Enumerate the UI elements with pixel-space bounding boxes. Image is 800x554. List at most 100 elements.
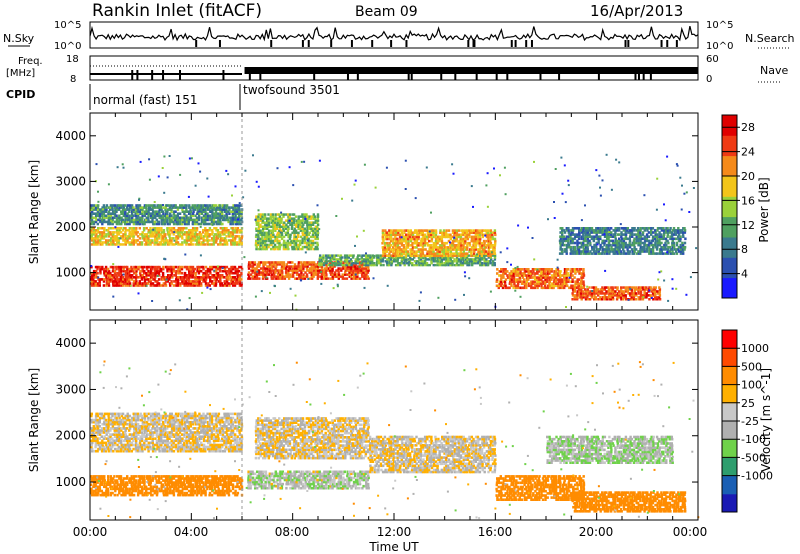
data-cell bbox=[438, 239, 441, 243]
data-cell bbox=[111, 280, 115, 283]
data-cell bbox=[103, 241, 107, 244]
data-cell bbox=[208, 222, 211, 226]
data-cell bbox=[563, 284, 567, 288]
data-cell bbox=[187, 278, 191, 281]
data-cell bbox=[175, 237, 178, 240]
data-cell bbox=[514, 284, 518, 288]
data-cell bbox=[525, 274, 528, 277]
data-cell bbox=[472, 229, 476, 232]
data-cell bbox=[534, 272, 537, 275]
data-cell bbox=[536, 282, 539, 285]
data-cell bbox=[124, 216, 127, 220]
data-cell bbox=[634, 241, 638, 245]
data-cell bbox=[590, 296, 594, 299]
data-cell bbox=[179, 243, 182, 246]
data-cell bbox=[673, 248, 676, 251]
data-cell bbox=[159, 216, 163, 220]
data-cell bbox=[274, 221, 277, 224]
data-cell bbox=[582, 229, 585, 232]
data-cell bbox=[546, 274, 549, 277]
data-cell bbox=[151, 282, 155, 285]
data-cell bbox=[595, 237, 598, 241]
data-cell bbox=[540, 268, 543, 271]
data-cell bbox=[599, 245, 602, 249]
data-cell bbox=[299, 265, 303, 268]
data-cell bbox=[489, 229, 493, 232]
data-cell bbox=[565, 227, 568, 230]
data-cell bbox=[624, 288, 627, 291]
data-cell bbox=[403, 229, 406, 232]
data-cell bbox=[134, 231, 137, 234]
data-cell bbox=[94, 239, 97, 242]
data-cell bbox=[576, 227, 579, 230]
data-cell bbox=[584, 294, 588, 297]
data-cell bbox=[214, 241, 218, 244]
data-cell bbox=[389, 258, 393, 261]
data-cell bbox=[485, 258, 488, 261]
data-cell bbox=[92, 233, 95, 236]
data-cell bbox=[652, 290, 655, 293]
data-cell bbox=[382, 248, 385, 251]
data-cell bbox=[592, 239, 595, 243]
data-cell bbox=[445, 250, 448, 253]
data-cell bbox=[92, 220, 96, 224]
data-cell bbox=[183, 284, 186, 287]
data-cell bbox=[192, 269, 195, 273]
data-cell bbox=[330, 263, 334, 267]
data-cell bbox=[650, 227, 653, 230]
scatter-cell bbox=[584, 204, 586, 207]
data-cell bbox=[489, 235, 493, 239]
data-cell bbox=[453, 239, 457, 243]
data-cell bbox=[271, 229, 274, 232]
data-cell bbox=[256, 233, 260, 237]
data-cell bbox=[147, 239, 150, 242]
data-cell bbox=[570, 229, 573, 232]
data-cell bbox=[252, 277, 255, 280]
data-cell bbox=[586, 229, 589, 232]
data-cell bbox=[615, 298, 619, 301]
data-cell bbox=[260, 271, 263, 274]
data-cell bbox=[107, 269, 111, 273]
data-cell bbox=[350, 277, 353, 280]
scatter-cell bbox=[514, 267, 517, 270]
data-cell bbox=[348, 260, 351, 263]
data-cell bbox=[259, 247, 262, 251]
data-cell bbox=[206, 212, 209, 215]
data-cell bbox=[135, 239, 138, 242]
data-cell bbox=[206, 284, 209, 287]
data-cell bbox=[422, 248, 425, 251]
data-cell bbox=[623, 250, 626, 253]
data-cell bbox=[247, 263, 251, 266]
data-cell bbox=[614, 229, 617, 232]
data-cell bbox=[291, 273, 295, 276]
data-cell bbox=[219, 237, 223, 240]
data-cell bbox=[624, 233, 628, 236]
data-cell bbox=[409, 229, 412, 232]
data-cell bbox=[495, 278, 499, 281]
data-cell bbox=[574, 272, 577, 275]
data-cell bbox=[179, 278, 182, 281]
data-cell bbox=[130, 267, 134, 271]
data-cell bbox=[477, 258, 480, 261]
data-cell bbox=[111, 208, 114, 211]
data-cell bbox=[109, 265, 113, 269]
data-cell bbox=[121, 284, 125, 287]
data-cell bbox=[578, 290, 581, 293]
data-cell bbox=[455, 233, 458, 237]
data-cell bbox=[634, 292, 638, 295]
data-cell bbox=[135, 204, 138, 207]
data-cell bbox=[149, 208, 153, 211]
data-cell bbox=[177, 276, 180, 279]
data-cell bbox=[228, 208, 231, 211]
data-cell bbox=[466, 246, 469, 249]
data-cell bbox=[187, 282, 191, 285]
data-cell bbox=[302, 217, 305, 220]
data-cell bbox=[383, 252, 387, 255]
data-cell bbox=[411, 263, 414, 267]
data-cell bbox=[264, 237, 267, 241]
data-cell bbox=[445, 256, 448, 259]
data-cell bbox=[268, 225, 271, 228]
data-cell bbox=[400, 241, 404, 245]
data-cell bbox=[536, 278, 539, 281]
data-cell bbox=[381, 237, 385, 241]
